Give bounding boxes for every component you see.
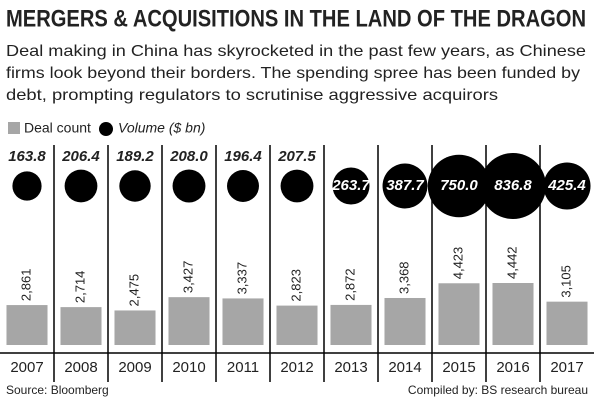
bar (546, 301, 588, 345)
bubble-value-label: 836.8 (494, 177, 532, 194)
bar (222, 298, 264, 345)
x-tick-label: 2010 (172, 359, 205, 376)
bubble-value-label: 163.8 (8, 148, 46, 165)
bar (276, 305, 318, 345)
x-tick-label: 2015 (442, 359, 475, 376)
legend-label: Deal count (24, 120, 91, 136)
source: Source: Bloomberg (6, 383, 109, 397)
legend-label: Volume ($ bn) (118, 120, 205, 136)
x-tick-label: 2013 (334, 359, 367, 376)
bubble (280, 169, 314, 203)
subtitle: Deal making in China has skyrocketed in … (6, 43, 586, 60)
subtitle: firms look beyond their borders. The spe… (6, 65, 580, 82)
bar-value-label: 4,423 (450, 247, 465, 280)
bar-value-label: 3,427 (180, 261, 195, 294)
x-tick-label: 2009 (118, 359, 151, 376)
bubble-value-label: 206.4 (61, 148, 100, 165)
bar-value-label: 2,872 (342, 268, 357, 301)
subtitle: debt, prompting regulators to scrutinise… (6, 87, 498, 104)
bubble (382, 163, 428, 209)
chart-title: MERGERS & ACQUISITIONS IN THE LAND OF TH… (6, 5, 586, 32)
bubble-value-label: 750.0 (440, 177, 478, 194)
bar (438, 283, 480, 345)
bubble (227, 170, 259, 202)
x-tick-label: 2011 (227, 359, 259, 376)
bar (114, 310, 156, 345)
bar-value-label: 3,337 (234, 262, 249, 295)
bubble-value-label: 263.7 (331, 177, 370, 194)
bubble (543, 162, 591, 210)
x-tick-label: 2012 (280, 359, 313, 376)
bubble (427, 154, 491, 218)
bar-value-label: 3,105 (558, 265, 573, 298)
bubble-value-label: 207.5 (277, 148, 316, 165)
bubble (119, 170, 151, 202)
credit: Compiled by: BS research bureau (408, 383, 588, 397)
bar (6, 305, 48, 345)
bar-value-label: 2,861 (18, 269, 33, 302)
legend-swatch (99, 122, 113, 136)
bubble (172, 169, 206, 203)
bubble-value-label: 196.4 (224, 148, 262, 165)
bar (60, 307, 102, 345)
bar-value-label: 2,823 (288, 269, 303, 302)
bar-value-label: 2,475 (126, 274, 141, 307)
x-tick-label: 2007 (10, 359, 43, 376)
bar (168, 297, 210, 345)
bar (492, 283, 534, 345)
bubble-value-label: 189.2 (116, 148, 154, 165)
bubble (332, 167, 370, 205)
bubble-value-label: 387.7 (386, 177, 424, 194)
bubble (480, 153, 546, 219)
bar-value-label: 4,442 (504, 246, 519, 279)
x-tick-label: 2017 (550, 359, 583, 376)
x-tick-label: 2014 (388, 359, 421, 376)
bar (330, 304, 372, 345)
bubble (64, 169, 98, 203)
x-tick-label: 2008 (64, 359, 97, 376)
bar (384, 297, 426, 345)
legend-swatch (8, 122, 20, 134)
bubble-value-label: 425.4 (547, 177, 586, 194)
x-tick-label: 2016 (496, 359, 529, 376)
bar-value-label: 3,368 (396, 261, 411, 294)
bubble (12, 171, 42, 201)
bar-value-label: 2,714 (72, 271, 87, 304)
bubble-value-label: 208.0 (169, 148, 208, 165)
